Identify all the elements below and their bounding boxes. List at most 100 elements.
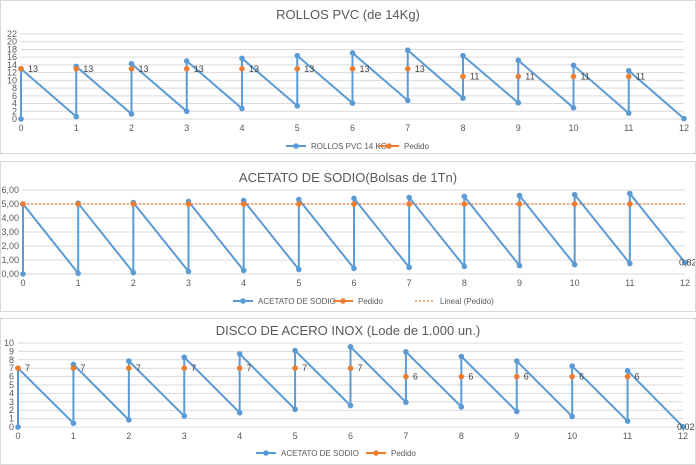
- data-label: 13: [415, 64, 425, 74]
- legend-label: Lineal (Pedido): [440, 297, 494, 306]
- x-tick-label: 11: [625, 278, 634, 288]
- series-point: [458, 404, 465, 410]
- y-tick-label: 0: [9, 422, 14, 432]
- series-point: [513, 408, 520, 415]
- x-tick-label: 3: [186, 278, 191, 288]
- pedido-point: [571, 201, 578, 207]
- pedido-point: [349, 65, 356, 72]
- series-point: [624, 418, 631, 424]
- legend-label: Pedido: [391, 449, 416, 458]
- x-tick-label: 0: [20, 278, 25, 288]
- x-tick-label: 7: [403, 431, 408, 441]
- series-point: [403, 349, 409, 355]
- series-point: [294, 52, 301, 59]
- pedido-point: [403, 373, 409, 380]
- pedido-point: [570, 73, 577, 80]
- series-point: [571, 191, 578, 198]
- y-tick-label: 1: [9, 414, 14, 424]
- series-point: [292, 406, 298, 413]
- data-label: 13: [249, 64, 259, 74]
- data-label: 6: [635, 372, 640, 382]
- x-tick-label: 9: [517, 278, 522, 288]
- series-point: [403, 399, 409, 406]
- data-label: 11: [525, 72, 534, 82]
- chart-panel-rollos-pvc: ROLLOS PVC (de 14Kg) 0 2 4 6 8 10 12 14 16 18 20 22 0…: [0, 0, 696, 154]
- pedido-point: [515, 73, 522, 80]
- pedido-point: [294, 65, 301, 72]
- series-point: [181, 354, 188, 361]
- annotation-label: 0,02: [677, 422, 695, 432]
- pedido-point: [15, 365, 21, 371]
- series-point: [15, 424, 21, 430]
- y-tick-label: 12: [7, 68, 17, 78]
- legend-label: ACETATO DE SODIO: [258, 297, 336, 306]
- legend-label: ACETATO DE SODIO: [281, 449, 359, 458]
- x-tick-label: 11: [623, 431, 632, 441]
- pedido-point: [458, 373, 465, 380]
- y-tick-label: 9: [9, 346, 14, 356]
- pedido-point: [181, 365, 188, 371]
- y-tick-label: 1,00: [1, 255, 19, 265]
- x-tick-label: 10: [570, 278, 580, 288]
- y-tick-label: 0: [12, 114, 17, 124]
- pedido-point: [296, 201, 302, 207]
- x-tick-label: 7: [405, 123, 410, 133]
- series-point: [460, 52, 466, 59]
- x-tick-label: 4: [241, 278, 246, 288]
- data-label: 7: [191, 363, 196, 373]
- series-point: [569, 363, 575, 369]
- series-point: [458, 353, 465, 360]
- data-label: 7: [136, 363, 141, 373]
- y-tick-label: 16: [7, 52, 17, 62]
- data-label: 6: [524, 372, 529, 382]
- series-point: [130, 269, 137, 276]
- data-label: 7: [358, 363, 363, 373]
- x-tick-label: 9: [514, 431, 519, 441]
- y-tick-label: 18: [7, 44, 17, 54]
- series-point: [406, 194, 412, 201]
- legend-marker: [386, 143, 392, 149]
- series-point: [236, 351, 243, 357]
- x-tick-label: 5: [295, 123, 300, 133]
- x-tick-label: 3: [184, 123, 189, 133]
- series-point: [515, 57, 522, 64]
- series-point: [625, 110, 632, 117]
- legend-marker: [263, 450, 269, 456]
- pedido-point: [130, 201, 137, 207]
- y-tick-label: 6,00: [1, 185, 19, 195]
- data-label: 7: [80, 363, 85, 373]
- series-point: [183, 108, 190, 115]
- pedido-point: [128, 65, 135, 72]
- chart-title: ACETATO DE SODIO(Bolsas de 1Tn): [239, 170, 457, 185]
- series-point: [404, 97, 411, 104]
- y-tick-label: 6: [12, 91, 17, 101]
- chart-title: ROLLOS PVC (de 14Kg): [276, 7, 420, 22]
- x-tick-label: 4: [239, 123, 244, 133]
- y-tick-label: 2: [9, 405, 14, 415]
- legend-label: ROLLOS PVC 14 KG: [311, 142, 387, 151]
- series-point: [70, 420, 77, 427]
- y-tick-label: 5,00: [1, 199, 19, 209]
- series-point: [292, 347, 298, 354]
- series-point: [296, 266, 302, 273]
- chart-panel-disco-de-acero: DISCO DE ACERO INOX (Lode de 1.000 un.) 0…: [0, 318, 696, 465]
- pedido-point: [18, 65, 24, 72]
- x-tick-label: 1: [74, 123, 79, 133]
- data-label: 13: [83, 64, 93, 74]
- series-point: [128, 111, 135, 117]
- x-tick-label: 5: [296, 278, 301, 288]
- series-point: [460, 95, 466, 101]
- pedido-point: [351, 201, 357, 207]
- pedido-point: [236, 365, 243, 371]
- y-tick-label: 10: [7, 75, 17, 85]
- data-label: 6: [468, 372, 473, 382]
- series-line: [17, 344, 684, 428]
- series-point: [625, 67, 632, 74]
- series-point: [404, 47, 411, 54]
- data-label: 6: [413, 372, 418, 382]
- x-tick-label: 10: [567, 431, 577, 441]
- x-tick-label: 8: [462, 278, 467, 288]
- y-tick-label: 2: [12, 106, 17, 116]
- y-tick-label: 22: [7, 29, 17, 39]
- y-tick-label: 8: [9, 355, 14, 365]
